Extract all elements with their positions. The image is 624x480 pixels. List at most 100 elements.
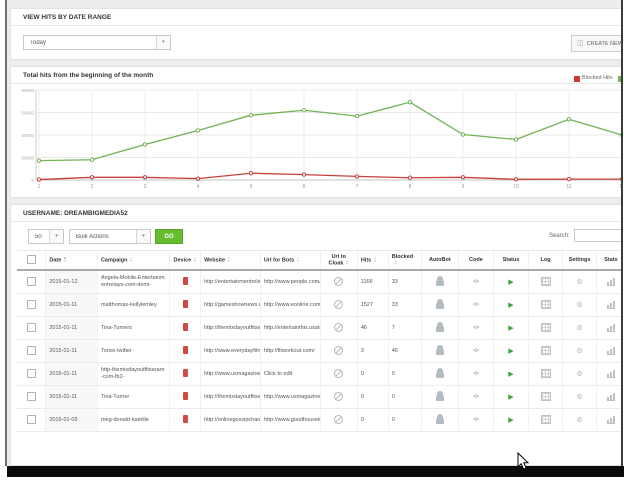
stats-chart-icon[interactable]	[596, 362, 622, 387]
autobot-android-icon[interactable]	[435, 391, 444, 402]
code-icon[interactable]: </>	[473, 279, 479, 286]
status-play-icon[interactable]: ▶	[508, 301, 514, 309]
log-icon[interactable]	[540, 368, 551, 378]
column-header-campaign[interactable]: Campaign ▲ ▼	[97, 250, 171, 272]
url-for-bots-cell[interactable]: http://fitworkout.com/	[260, 339, 321, 364]
cloak-ban-icon[interactable]	[320, 385, 358, 410]
bulk-actions-select[interactable]: Bulk Actions ▾	[69, 229, 151, 244]
select-all-checkbox[interactable]	[17, 408, 47, 433]
log-icon[interactable]	[528, 293, 564, 318]
stats-chart-icon[interactable]	[596, 270, 622, 295]
autobot-android-icon[interactable]	[435, 299, 444, 310]
log-icon[interactable]	[540, 414, 551, 424]
settings-gear-icon[interactable]: ⚙	[562, 339, 598, 364]
log-icon[interactable]	[528, 362, 564, 387]
code-icon[interactable]: </>	[458, 362, 494, 387]
cloak-ban-icon[interactable]	[320, 316, 358, 341]
page-size-select[interactable]: 50 ▾	[28, 229, 64, 244]
cloak-ban-icon[interactable]	[320, 339, 358, 364]
website-cell[interactable]: http://themixdayoutfitser...	[200, 385, 261, 410]
row-checkbox[interactable]	[26, 299, 36, 309]
settings-gear-icon[interactable]: ⚙	[576, 347, 583, 355]
campaign-cell[interactable]: Torsix-twitter	[97, 339, 171, 364]
sort-icon[interactable]: ▲ ▼	[345, 259, 349, 266]
settings-gear-icon[interactable]: ⚙	[576, 370, 583, 378]
code-icon[interactable]: </>	[458, 270, 494, 295]
date-range-select[interactable]: Today ▾	[23, 35, 171, 50]
url-for-bots-cell[interactable]: http://entertainthis.usatod...	[260, 316, 321, 341]
column-header-url-for-bots[interactable]: Url for Bots ▲ ▼	[260, 250, 321, 272]
cloak-ban-icon[interactable]	[334, 368, 344, 378]
select-all-checkbox[interactable]	[17, 293, 47, 318]
autobot-android-icon[interactable]	[435, 368, 444, 379]
autobot-android-icon[interactable]	[421, 293, 459, 318]
select-all-checkbox[interactable]	[17, 385, 47, 410]
autobot-android-icon[interactable]	[421, 270, 459, 295]
autobot-android-icon[interactable]	[421, 316, 459, 341]
autobot-android-icon[interactable]	[421, 339, 459, 364]
settings-gear-icon[interactable]: ⚙	[562, 270, 598, 295]
sort-icon[interactable]: ▲ ▼	[129, 256, 133, 263]
log-icon[interactable]	[528, 316, 564, 341]
settings-gear-icon[interactable]: ⚙	[562, 362, 598, 387]
row-checkbox[interactable]	[26, 368, 36, 378]
cloak-ban-icon[interactable]	[334, 414, 344, 424]
stats-chart-icon[interactable]	[596, 408, 622, 433]
website-cell[interactable]: http://onlinegossipchann...	[200, 408, 261, 433]
status-play-icon[interactable]: ▶	[493, 339, 530, 364]
sort-icon[interactable]: ▲ ▼	[193, 256, 197, 263]
log-icon[interactable]	[528, 385, 564, 410]
sort-icon[interactable]: ▲ ▼	[296, 256, 300, 263]
code-icon[interactable]: </>	[473, 348, 479, 355]
code-icon[interactable]: </>	[473, 417, 479, 424]
create-new-campaign-button[interactable]: ◫ CREATE NEW CAMPAIGN	[571, 35, 622, 52]
stats-chart-icon[interactable]	[596, 316, 622, 341]
row-checkbox[interactable]	[26, 322, 36, 332]
code-icon[interactable]: </>	[473, 325, 479, 332]
stats-chart-icon[interactable]	[607, 346, 615, 355]
sort-icon[interactable]: ▲ ▼	[373, 256, 377, 263]
select-all-checkbox[interactable]	[26, 254, 36, 264]
settings-gear-icon[interactable]: ⚙	[576, 301, 583, 309]
settings-gear-icon[interactable]: ⚙	[562, 385, 598, 410]
settings-gear-icon[interactable]: ⚙	[576, 324, 583, 332]
settings-gear-icon[interactable]: ⚙	[576, 393, 583, 401]
status-play-icon[interactable]: ▶	[508, 324, 514, 332]
search-input[interactable]	[573, 229, 622, 242]
log-icon[interactable]	[540, 299, 551, 309]
cloak-ban-icon[interactable]	[320, 362, 358, 387]
log-icon[interactable]	[540, 345, 551, 355]
campaign-cell[interactable]: matthomas-kellylemley	[97, 293, 171, 318]
url-for-bots-cell[interactable]: http://www.people.com/ar...	[260, 270, 321, 295]
settings-gear-icon[interactable]: ⚙	[562, 293, 598, 318]
sort-icon[interactable]: ▲ ▼	[63, 256, 67, 263]
url-for-bots-cell[interactable]: Click to edit	[260, 362, 321, 387]
column-header-url-to-cloak[interactable]: Url to Cloak ▲ ▼	[320, 250, 358, 272]
settings-gear-icon[interactable]: ⚙	[562, 408, 598, 433]
sort-icon[interactable]: ▲ ▼	[227, 256, 231, 263]
select-all-checkbox[interactable]	[17, 362, 47, 387]
autobot-android-icon[interactable]	[435, 322, 444, 333]
column-header-blocked[interactable]: Blocked ▲ ▼	[388, 250, 422, 272]
url-for-bots-cell[interactable]: http://www.eonline.com/n...	[260, 293, 321, 318]
url-for-bots-cell[interactable]: http://www.usmagazine.c...	[260, 385, 321, 410]
campaign-cell[interactable]: Tina-Turners	[97, 316, 171, 341]
stats-chart-icon[interactable]	[596, 385, 622, 410]
cloak-ban-icon[interactable]	[334, 299, 344, 309]
code-icon[interactable]: </>	[458, 293, 494, 318]
stats-chart-icon[interactable]	[596, 339, 622, 364]
status-play-icon[interactable]: ▶	[493, 385, 530, 410]
settings-gear-icon[interactable]: ⚙	[562, 316, 598, 341]
log-icon[interactable]	[528, 270, 564, 295]
code-icon[interactable]: </>	[473, 371, 479, 378]
settings-gear-icon[interactable]: ⚙	[576, 278, 583, 286]
column-header-device[interactable]: Device ▲ ▼	[169, 250, 202, 272]
sort-icon[interactable]: ▲ ▼	[393, 259, 398, 266]
select-all-checkbox[interactable]	[17, 339, 47, 364]
column-header-website[interactable]: Website ▲ ▼	[200, 250, 261, 272]
campaign-cell[interactable]: Angela-Mobile-Entertainmentrelays-com-de…	[97, 270, 171, 295]
log-icon[interactable]	[540, 322, 551, 332]
status-play-icon[interactable]: ▶	[508, 416, 514, 424]
select-all-checkbox[interactable]	[17, 270, 47, 295]
autobot-android-icon[interactable]	[435, 414, 444, 425]
